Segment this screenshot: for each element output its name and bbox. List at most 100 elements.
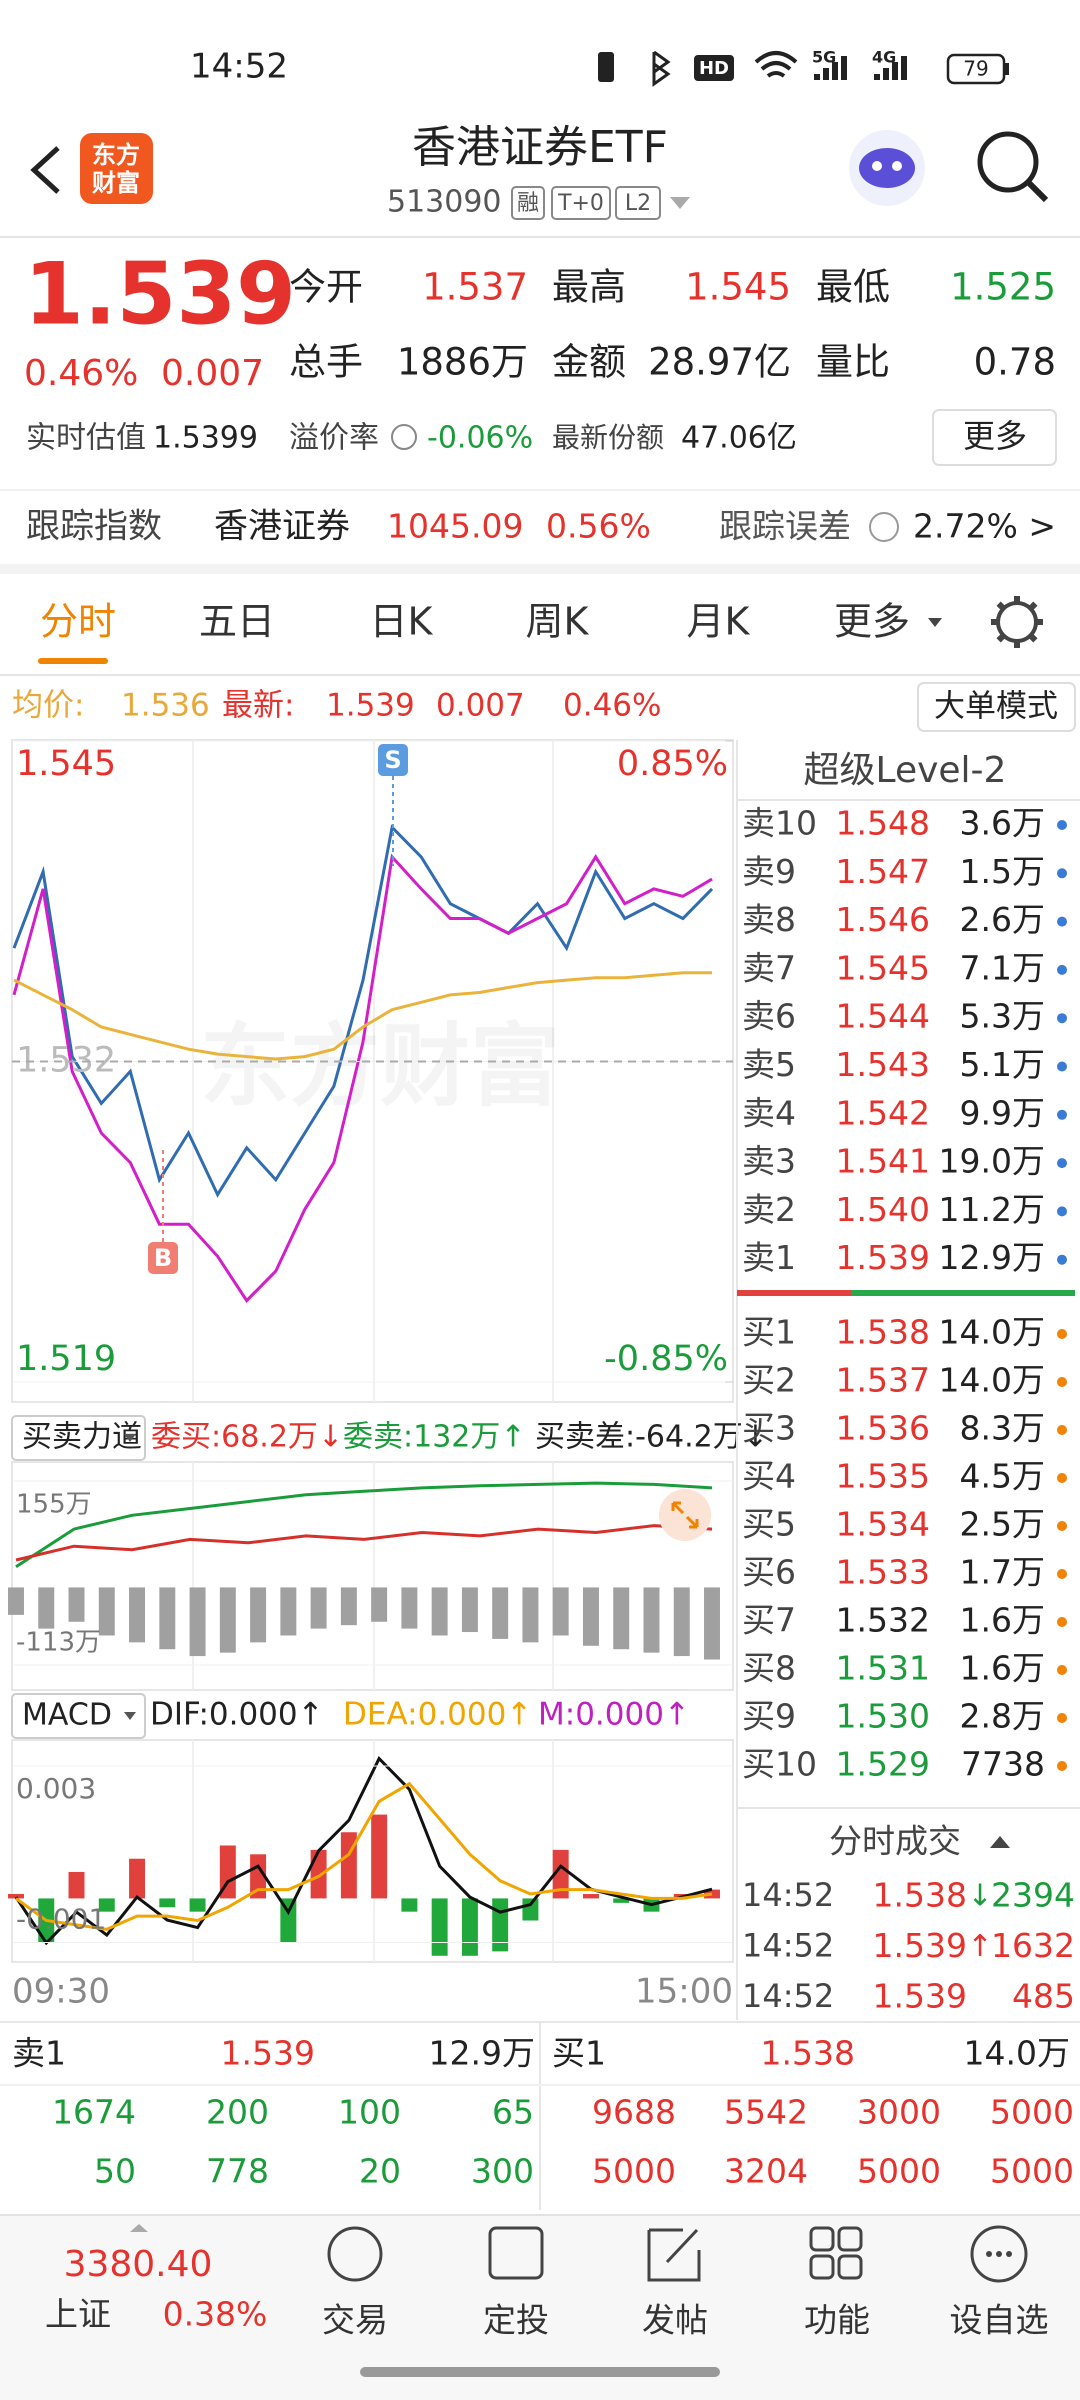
signal-bar bbox=[814, 74, 820, 80]
trade-price: 1.538 bbox=[873, 1876, 967, 1915]
book-price: 1.529 bbox=[836, 1745, 930, 1784]
book-volume: 12.9万 bbox=[939, 1238, 1045, 1277]
panel-title[interactable]: 分时成交 bbox=[829, 1822, 961, 1861]
search-button[interactable] bbox=[977, 131, 1039, 193]
signal-bar bbox=[901, 56, 907, 80]
tab[interactable]: 月K bbox=[687, 600, 751, 644]
signal-bar bbox=[892, 62, 898, 80]
tag-box bbox=[551, 186, 611, 220]
more-label: 更多 bbox=[963, 417, 1027, 455]
series-line bbox=[12, 824, 714, 1198]
book-price: 1.546 bbox=[836, 900, 930, 939]
book-price: 1.536 bbox=[836, 1409, 930, 1448]
tab[interactable]: 更多 bbox=[834, 600, 910, 644]
nav-item[interactable]: 设自选 bbox=[950, 2301, 1049, 2340]
tab[interactable]: 分时 bbox=[40, 600, 116, 644]
book-dot bbox=[1057, 1665, 1067, 1675]
more-button[interactable] bbox=[932, 409, 1057, 466]
book-dot bbox=[1057, 1425, 1067, 1435]
bar bbox=[129, 1858, 146, 1899]
nav-item[interactable]: 发帖 bbox=[642, 2301, 708, 2340]
bar bbox=[8, 1894, 24, 1899]
selector[interactable] bbox=[11, 1693, 146, 1739]
selector-label: 买卖力道 bbox=[22, 1420, 142, 1455]
tag: L2 bbox=[625, 191, 651, 216]
queue-order: 5542 bbox=[724, 2093, 808, 2132]
nav-icon bbox=[488, 2226, 544, 2280]
book-label: 卖4 bbox=[742, 1093, 796, 1132]
assistant-face bbox=[859, 148, 915, 188]
book-dot bbox=[1057, 1761, 1067, 1771]
assistant-eye bbox=[892, 161, 902, 171]
book-dot bbox=[1057, 1254, 1067, 1265]
expand-button[interactable] bbox=[659, 1489, 711, 1541]
gear-tooth bbox=[1028, 633, 1038, 643]
field-value: 1.537 bbox=[422, 266, 528, 309]
book-label: 买3 bbox=[742, 1409, 796, 1448]
nav-dot bbox=[1006, 2251, 1012, 2257]
section-gap bbox=[0, 564, 1080, 574]
code: 513090 bbox=[387, 185, 502, 220]
book-dot bbox=[1057, 1158, 1067, 1169]
book-volume: 19.0万 bbox=[939, 1142, 1045, 1181]
queue-order: 65 bbox=[492, 2093, 534, 2132]
assistant-eye bbox=[872, 161, 882, 171]
book-price: 1.547 bbox=[836, 852, 930, 891]
nav-item[interactable]: 交易 bbox=[322, 2301, 388, 2340]
tag-box bbox=[615, 186, 661, 220]
queue-order: 50 bbox=[94, 2152, 136, 2191]
book-price: 1.543 bbox=[836, 1045, 930, 1084]
bar bbox=[371, 1814, 388, 1899]
book-dot bbox=[1057, 916, 1067, 927]
bar bbox=[431, 1587, 448, 1636]
nav-item[interactable]: 定投 bbox=[483, 2301, 549, 2340]
nav-item[interactable]: 功能 bbox=[804, 2301, 870, 2340]
dropdown-arrow[interactable] bbox=[670, 197, 690, 209]
book-label: 买6 bbox=[742, 1553, 796, 1592]
bar bbox=[582, 1587, 599, 1646]
help-icon bbox=[869, 512, 899, 542]
bar bbox=[431, 1898, 448, 1956]
field-label: 最新份额 bbox=[552, 421, 664, 454]
book-volume: 2.8万 bbox=[960, 1697, 1045, 1736]
selector[interactable] bbox=[11, 1415, 146, 1461]
book-volume: 11.2万 bbox=[939, 1190, 1045, 1229]
book-label: 买9 bbox=[742, 1697, 796, 1736]
tracking-error[interactable]: 2.72% > bbox=[913, 507, 1056, 546]
tab[interactable]: 周K bbox=[526, 600, 590, 644]
logo-text: 东方 bbox=[92, 141, 140, 169]
tab[interactable]: 五日 bbox=[199, 600, 275, 644]
last-price: 1.539 bbox=[24, 244, 296, 344]
mode-button[interactable] bbox=[917, 682, 1076, 732]
book-volume: 1.7万 bbox=[960, 1553, 1045, 1592]
book-price: 1.533 bbox=[836, 1553, 930, 1592]
tab[interactable]: 日K bbox=[370, 600, 434, 644]
tracking-pct: 0.56% bbox=[546, 507, 651, 546]
selector-arrow bbox=[124, 1712, 136, 1720]
latest-label: 最新: bbox=[222, 688, 294, 724]
book-dot bbox=[1057, 1617, 1067, 1627]
book-volume: 2.6万 bbox=[960, 900, 1045, 939]
book-volume: 4.5万 bbox=[960, 1457, 1045, 1496]
book-dot bbox=[1057, 1329, 1067, 1339]
book-label: 买7 bbox=[742, 1601, 796, 1640]
field-label: 最高 bbox=[552, 266, 626, 309]
nav-icon bbox=[327, 2226, 383, 2282]
book-label: 买10 bbox=[742, 1745, 817, 1784]
index-value[interactable]: 3380.40 bbox=[64, 2244, 213, 2285]
book-price: 1.537 bbox=[836, 1361, 930, 1400]
book-volume: 1.5万 bbox=[960, 852, 1045, 891]
trade-time: 14:52 bbox=[742, 1876, 834, 1914]
book-volume: 1.6万 bbox=[960, 1649, 1045, 1688]
avg-value: 1.536 bbox=[121, 688, 210, 724]
back-button[interactable] bbox=[30, 146, 60, 194]
tracking-label: 跟踪误差 bbox=[719, 507, 851, 546]
field-label: 金额 bbox=[552, 341, 626, 384]
nav-dot bbox=[996, 2251, 1002, 2257]
nav-icon bbox=[837, 2226, 863, 2252]
tracking-index: 香港证券 bbox=[214, 507, 350, 547]
book-label: 买2 bbox=[742, 1361, 796, 1400]
trade-price: 1.539 bbox=[873, 1977, 967, 2016]
series-line bbox=[12, 853, 713, 1303]
